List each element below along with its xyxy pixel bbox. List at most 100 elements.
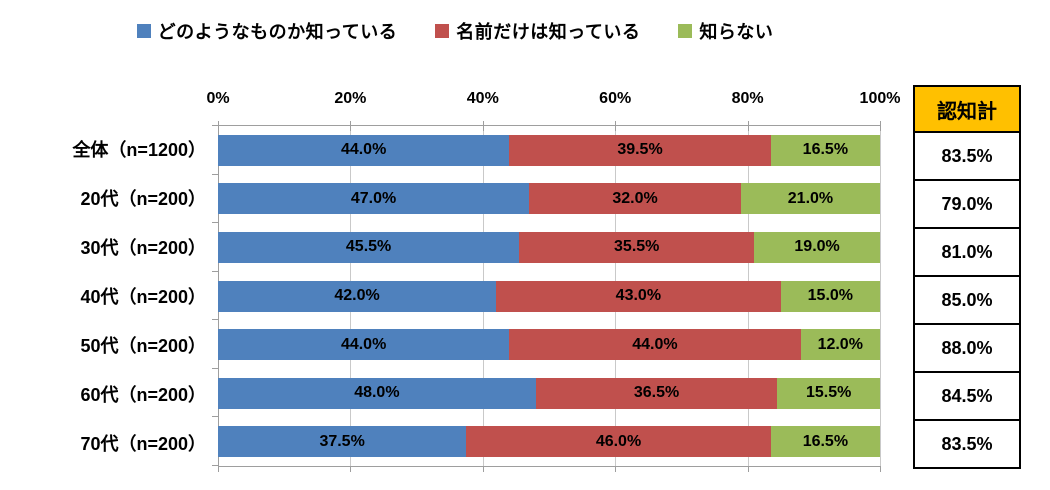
bar-value-label: 45.5% <box>345 238 392 256</box>
legend-item-1: 名前だけは知っている <box>435 18 640 44</box>
axis-tick-mark <box>212 319 218 321</box>
bar-value-label: 46.0% <box>595 432 642 450</box>
bar-segment-0: 42.0% <box>218 280 497 312</box>
bar-segment-1: 43.0% <box>496 280 781 312</box>
bar-row: 44.0% 44.0% 12.0% <box>218 320 880 369</box>
stacked-bar: 42.0% 43.0% 15.0% <box>218 280 880 312</box>
x-axis-tick-label: 0% <box>206 90 230 107</box>
summary-table-body: 83.5% 79.0% 81.0% 85.0% 88.0% 84.5% 83.5% <box>913 131 1021 469</box>
category-label: 30代（n=200） <box>80 238 206 259</box>
category-label: 20代（n=200） <box>80 189 206 210</box>
x-axis-tick-label: 80% <box>731 90 764 107</box>
bar-row: 44.0% 39.5% 16.5% <box>218 126 880 175</box>
x-axis-tick-labels: 0% 20% 40% 60% 80% 100% <box>206 90 900 114</box>
bar-segment-1: 39.5% <box>509 134 771 166</box>
bar-segment-1: 46.0% <box>466 426 771 458</box>
summary-value-cell: 83.5% <box>913 419 1021 469</box>
summary-value-cell: 79.0% <box>913 179 1021 229</box>
axis-tick-mark <box>212 125 218 126</box>
category-label: 50代（n=200） <box>80 335 206 356</box>
axis-tick-mark <box>212 222 218 224</box>
category-label: 40代（n=200） <box>80 287 206 307</box>
x-axis-tick-label: 100% <box>859 90 901 107</box>
bar-segment-1: 36.5% <box>535 377 778 409</box>
x-axis-tick-label: 40% <box>466 90 499 107</box>
bar-segment-2: 16.5% <box>770 134 880 166</box>
bar-segment-0: 44.0% <box>218 329 510 361</box>
axis-tick-mark <box>350 121 352 131</box>
bar-row: 48.0% 36.5% 15.5% <box>218 369 880 418</box>
summary-value-cell: 88.0% <box>913 323 1021 373</box>
axis-tick-mark <box>212 270 218 272</box>
bar-value-label: 12.0% <box>817 335 863 353</box>
bar-value-label: 48.0% <box>354 384 400 402</box>
axis-tick-mark <box>615 466 617 472</box>
summary-value-cell: 81.0% <box>913 227 1021 277</box>
axis-tick-mark <box>747 466 749 472</box>
legend-item-label: 名前だけは知っている <box>456 22 641 42</box>
bar-row: 37.5% 46.0% 16.5% <box>218 417 880 466</box>
legend-item-label: 知らない <box>699 22 774 42</box>
summary-value-cell: 84.5% <box>913 371 1021 421</box>
bar-segment-1: 35.5% <box>519 231 755 263</box>
bar-value-label: 32.0% <box>612 189 658 207</box>
bar-segment-2: 19.0% <box>754 231 880 263</box>
bar-value-label: 15.0% <box>807 287 854 305</box>
bar-segment-0: 44.0% <box>218 134 510 166</box>
bar-value-label: 44.0% <box>340 335 387 353</box>
bar-segment-0: 48.0% <box>218 377 536 409</box>
summary-table-header: 認知計 <box>913 85 1021 133</box>
bar-segment-0: 37.5% <box>218 426 467 458</box>
bar-rows: 44.0% 39.5% 16.5% 47.0% 32.0% 21.0% 45.5% 35.5%… <box>218 126 880 466</box>
stacked-bar: 48.0% 36.5% 15.5% <box>218 377 880 409</box>
bar-value-label: 16.5% <box>802 141 849 159</box>
bar-value-label: 44.0% <box>340 141 387 159</box>
chart-legend: どのようなものか知っている 名前だけは知っている 知らない <box>0 16 910 46</box>
axis-tick-mark <box>218 466 219 472</box>
bar-segment-2: 15.0% <box>780 280 880 312</box>
stacked-bar: 47.0% 32.0% 21.0% <box>218 183 880 215</box>
legend-item-0: どのようなものか知っている <box>136 18 398 44</box>
category-label: 70代（n=200） <box>80 433 206 454</box>
stacked-bar: 37.5% 46.0% 16.5% <box>218 426 880 458</box>
bar-segment-2: 12.0% <box>800 329 880 361</box>
bar-value-label: 35.5% <box>614 238 660 256</box>
x-axis-tick-label: 20% <box>334 90 367 107</box>
legend-swatch-icon <box>678 24 693 38</box>
plot-area: 44.0% 39.5% 16.5% 47.0% 32.0% 21.0% 45.5% 35.5%… <box>212 121 881 472</box>
axis-tick-mark <box>747 121 749 131</box>
bar-segment-2: 15.5% <box>777 377 880 409</box>
axis-tick-mark <box>212 416 218 418</box>
bar-value-label: 47.0% <box>350 189 397 207</box>
bar-row: 42.0% 43.0% 15.0% <box>218 272 880 321</box>
legend-item-label: どのようなものか知っている <box>157 22 398 42</box>
bar-segment-0: 45.5% <box>218 231 520 263</box>
axis-tick-mark <box>482 121 484 131</box>
axis-tick-mark <box>880 466 881 472</box>
bar-value-label: 16.5% <box>802 432 849 450</box>
bar-value-label: 19.0% <box>794 238 840 256</box>
summary-value-cell: 83.5% <box>913 131 1021 181</box>
bar-segment-1: 44.0% <box>509 329 801 361</box>
bar-value-label: 21.0% <box>787 189 834 207</box>
bar-value-label: 37.5% <box>319 432 365 450</box>
stacked-bar: 44.0% 44.0% 12.0% <box>218 329 880 361</box>
bar-value-label: 39.5% <box>617 141 663 159</box>
x-axis-tick-label: 60% <box>599 90 632 107</box>
bar-value-label: 36.5% <box>633 384 680 402</box>
bar-row: 45.5% 35.5% 19.0% <box>218 223 880 272</box>
category-labels: 全体（n=1200） 20代（n=200） 30代（n=200） 40代（n=200）… <box>0 125 206 467</box>
axis-tick-mark <box>880 121 881 131</box>
bar-segment-1: 32.0% <box>529 183 741 215</box>
bar-segment-0: 47.0% <box>218 183 530 215</box>
axis-tick-mark <box>212 173 218 175</box>
bar-value-label: 15.5% <box>805 384 852 402</box>
axis-tick-mark <box>350 466 352 472</box>
legend-swatch-icon <box>136 24 151 38</box>
stacked-bar: 44.0% 39.5% 16.5% <box>218 134 880 166</box>
summary-value-cell: 85.0% <box>913 275 1021 325</box>
bar-segment-2: 21.0% <box>740 183 880 215</box>
gridline <box>880 126 881 466</box>
summary-table: 認知計 83.5% 79.0% 81.0% 85.0% 88.0% 84.5% 83.5% <box>913 85 1021 469</box>
